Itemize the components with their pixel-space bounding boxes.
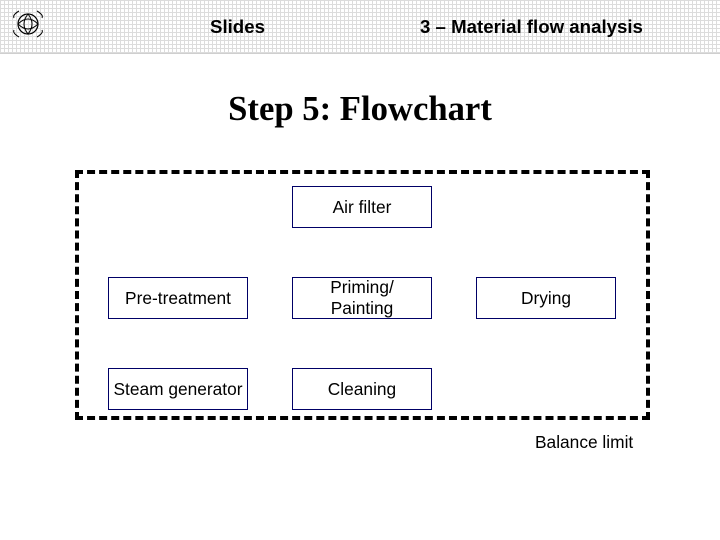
- flowchart-node-steam-generator: Steam generator: [108, 368, 248, 410]
- header-right-text: 3 – Material flow analysis: [420, 0, 643, 54]
- flowchart-node-air-filter: Air filter: [292, 186, 432, 228]
- header-left-text: Slides: [210, 0, 265, 54]
- balance-limit-label: Balance limit: [535, 432, 633, 453]
- flowchart-node-drying: Drying: [476, 277, 616, 319]
- slide-page: Slides 3 – Material flow analysis Step 5…: [0, 0, 720, 540]
- slide-title: Step 5: Flowchart: [0, 90, 720, 129]
- flowchart-node-priming: Priming/ Painting: [292, 277, 432, 319]
- unido-logo-icon: [10, 6, 46, 47]
- flowchart-canvas: Balance limit Air filterPre-treatmentPri…: [60, 160, 660, 430]
- flowchart-node-pre-treatment: Pre-treatment: [108, 277, 248, 319]
- flowchart-node-cleaning: Cleaning: [292, 368, 432, 410]
